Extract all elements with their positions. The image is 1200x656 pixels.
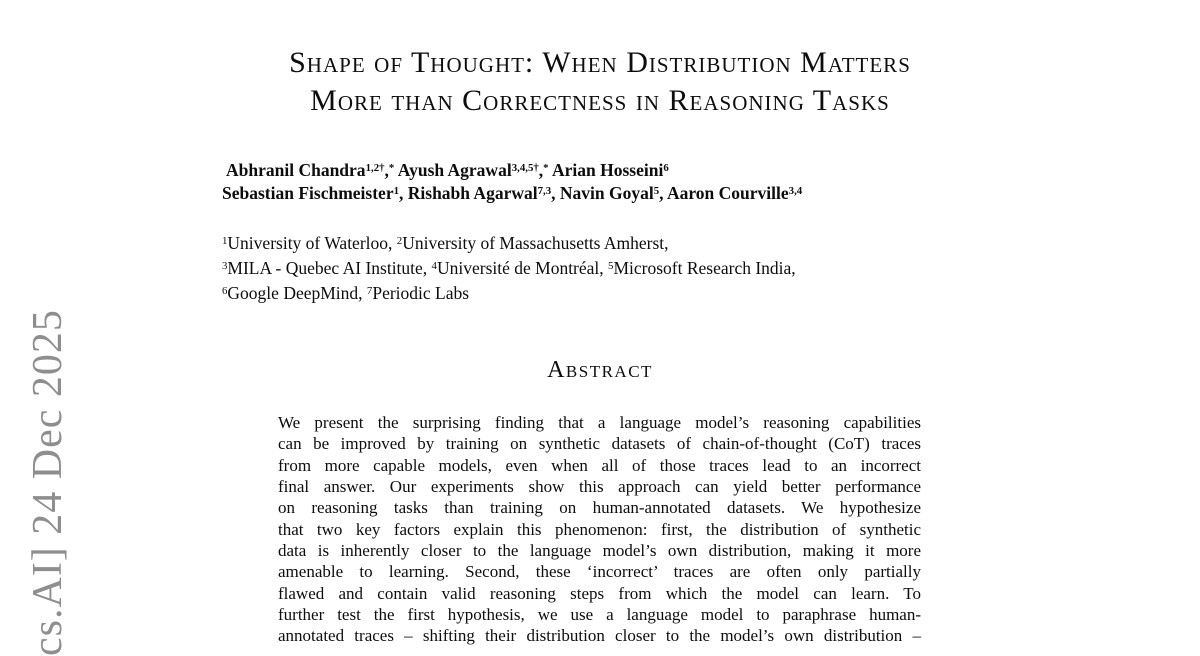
affiliation-superscript: 5 bbox=[608, 259, 614, 272]
abstract-line-3: from more capable models, even when all … bbox=[278, 455, 921, 475]
authors-line-2-superscript: 7,3 bbox=[537, 184, 552, 197]
abstract-line-5: on reasoning tasks than training on huma… bbox=[278, 498, 921, 518]
affiliation-superscript: 6 bbox=[222, 284, 228, 297]
affiliation-superscript: 3 bbox=[222, 259, 228, 272]
paper-title: Shape of Thought: When Distribution Matt… bbox=[0, 44, 1200, 120]
authors-line-1-text: Ayush Agrawal bbox=[394, 160, 512, 180]
affiliation-text: University of Waterloo, bbox=[227, 233, 397, 253]
affiliation-superscript: 7 bbox=[366, 284, 373, 297]
abstract-body: We present the surprising finding that a… bbox=[278, 412, 921, 647]
authors-line-1-text: , bbox=[384, 160, 389, 180]
authors-line-2-superscript: 3,4 bbox=[788, 184, 803, 197]
authors-line-1-text: Arian Hosseini bbox=[548, 160, 664, 180]
affiliations-block: 1University of Waterloo, 2University of … bbox=[222, 231, 796, 306]
affiliation-text: MILA - Quebec AI Institute, bbox=[227, 258, 432, 278]
authors-line-1: Abhranil Chandra1,2†,* Ayush Agrawal3,4,… bbox=[222, 159, 802, 182]
abstract-line-11: annotated traces – shifting their distri… bbox=[278, 626, 921, 646]
authors-line-2-text: , Rishabh Agarwal bbox=[399, 183, 538, 203]
authors-line-1-superscript: * bbox=[543, 161, 549, 174]
authors-line-2-text: , Navin Goyal bbox=[551, 183, 654, 203]
abstract-line-7: data is inherently closer to the languag… bbox=[278, 541, 921, 561]
affiliation-text: University of Massachusetts Amherst, bbox=[402, 233, 669, 253]
authors-line-2-text: Sebastian Fischmeister bbox=[222, 183, 394, 203]
abstract-line-1: We present the surprising finding that a… bbox=[278, 413, 921, 432]
authors-line-2-superscript: 5 bbox=[653, 184, 660, 197]
affiliation-line-3: 6Google DeepMind, 7Periodic Labs bbox=[222, 281, 796, 306]
abstract-line-4: final answer. Our experiments show this … bbox=[278, 477, 921, 497]
affiliation-text: Periodic Labs bbox=[372, 283, 470, 303]
abstract-line-8: amenable to learning. Second, these ‘inc… bbox=[278, 562, 921, 582]
paper-title-line-2: More than Correctness in Reasoning Tasks bbox=[310, 84, 890, 117]
authors-line-1-superscript: 6 bbox=[663, 161, 669, 174]
authors-line-1-superscript: * bbox=[388, 161, 395, 174]
authors-line-1-superscript: 3,4,5† bbox=[511, 161, 539, 174]
abstract-line-6: that two key factors explain this phenom… bbox=[278, 519, 921, 539]
affiliation-superscript: 4 bbox=[431, 259, 437, 272]
authors-line-1-text: , bbox=[538, 160, 544, 180]
authors-block: Abhranil Chandra1,2†,* Ayush Agrawal3,4,… bbox=[222, 159, 802, 205]
authors-line-1-text: Abhranil Chandra bbox=[226, 160, 366, 180]
abstract-line-10: further test the first hypothesis, we us… bbox=[278, 605, 921, 625]
affiliation-line-2: 3MILA - Quebec AI Institute, 4Université… bbox=[222, 256, 796, 281]
authors-line-2-superscript: 1 bbox=[393, 184, 400, 197]
abstract-line-9: flawed and contain valid reasoning steps… bbox=[278, 583, 921, 603]
affiliation-superscript: 1 bbox=[222, 234, 228, 247]
authors-line-2-text: , Aaron Courville bbox=[659, 183, 789, 203]
affiliation-text: Microsoft Research India, bbox=[613, 258, 796, 278]
affiliation-text: Google DeepMind, bbox=[227, 283, 367, 303]
authors-line-2: Sebastian Fischmeister1, Rishabh Agarwal… bbox=[222, 182, 802, 205]
affiliation-text: Université de Montréal, bbox=[436, 258, 609, 278]
abstract-line-2: can be improved by training on synthetic… bbox=[278, 434, 921, 454]
affiliation-line-1: 1University of Waterloo, 2University of … bbox=[222, 231, 796, 256]
abstract-heading: Abstract bbox=[547, 357, 653, 383]
affiliation-superscript: 2 bbox=[396, 234, 403, 247]
authors-line-1-superscript: 1,2† bbox=[365, 161, 385, 174]
paper-title-line-1: Shape of Thought: When Distribution Matt… bbox=[289, 46, 911, 79]
